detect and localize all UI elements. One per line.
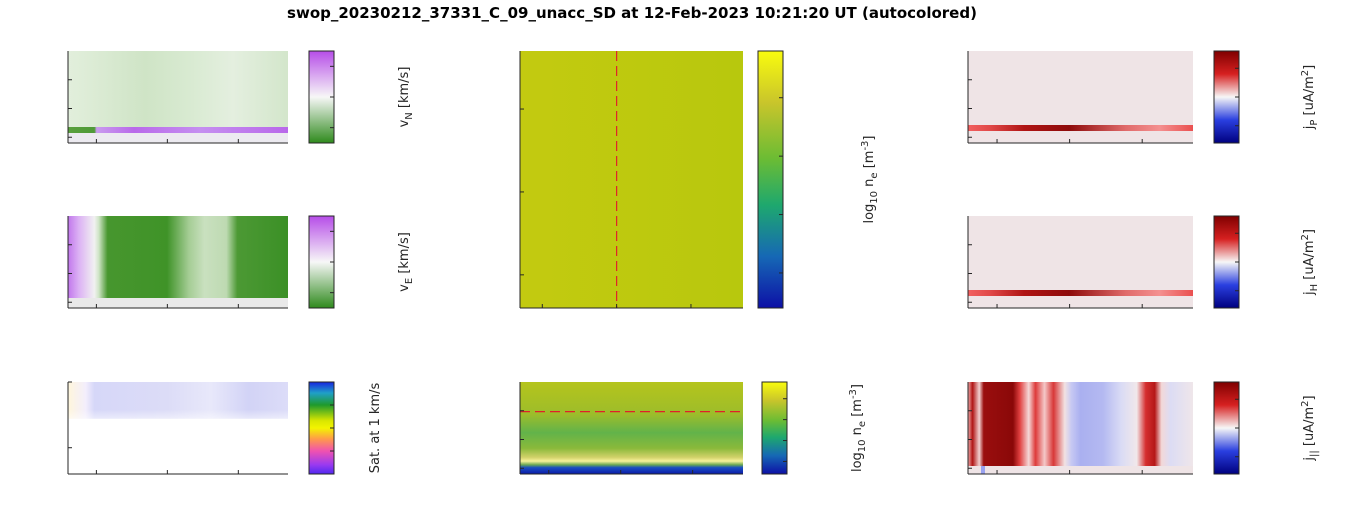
colorbar-label-part: ] <box>862 135 877 140</box>
heatmap-cell <box>68 298 288 308</box>
colorbar <box>758 51 783 308</box>
colorbar-label-part: ] <box>1302 395 1317 400</box>
colorbar-label-part: [uA/m <box>1302 240 1317 283</box>
colorbar-label-part: log <box>850 452 865 472</box>
colorbar-label-part: v <box>397 284 412 292</box>
heatmap-cell <box>968 125 1193 131</box>
colorbar-label-part: [m <box>862 151 877 173</box>
colorbar-label-part: j <box>1302 457 1317 462</box>
panel-ew: vE [km/s] <box>67 215 415 309</box>
colorbar-label-part: -3 <box>860 141 871 151</box>
colorbar-label-part: log <box>862 204 877 224</box>
colorbar-label-part: j <box>1302 126 1317 131</box>
panel-dmap: log10 ne [m-3] <box>519 50 880 309</box>
heatmap-cell <box>68 133 288 143</box>
heatmap-cell <box>520 382 743 474</box>
colorbar-frame <box>761 381 788 475</box>
colorbar-label-part: H <box>1309 284 1320 292</box>
colorbar-label: jP [uA/m2] <box>1300 65 1320 131</box>
colorbar-label-part: v <box>397 119 412 127</box>
colorbar-label: jH [uA/m2] <box>1300 229 1320 296</box>
heatmap-cell <box>968 290 1193 296</box>
colorbar-label-part: e <box>857 421 868 427</box>
panel-ns: vN [km/s] <box>67 50 415 144</box>
colorbar-label-part: [uA/m <box>1302 76 1317 119</box>
colorbar-label-part: Sat. at 1 km/s <box>368 383 383 474</box>
heatmap-cell <box>68 127 288 133</box>
figure-suptitle: swop_20230212_37331_C_09_unacc_SD at 12-… <box>287 4 977 22</box>
colorbar-label-part: P <box>1309 120 1320 126</box>
colorbar-label-part: 10 <box>869 191 880 204</box>
colorbar-label: log10 ne [m-3] <box>848 384 868 472</box>
panel-ion: Sat. at 1 km/s <box>67 381 383 475</box>
colorbar-label-part: n <box>862 179 877 191</box>
heatmap-cell <box>981 466 985 474</box>
colorbar-label-part: [km/s] <box>397 232 412 278</box>
colorbar <box>309 216 334 308</box>
heatmap-cell <box>68 409 288 428</box>
panel-hall: jH [uA/m2] <box>967 215 1320 309</box>
colorbar-label-part: 2 <box>1300 70 1311 76</box>
panel-ped: jP [uA/m2] <box>967 50 1320 144</box>
colorbar-label-part: || <box>1309 450 1320 457</box>
colorbar-label-part: 2 <box>1300 234 1311 240</box>
heatmap-cell <box>968 466 1193 474</box>
colorbar-label: Sat. at 1 km/s <box>368 383 383 474</box>
colorbar <box>1214 216 1239 308</box>
colorbar-label-part: ] <box>1302 229 1317 234</box>
colorbar-label-part: 10 <box>857 439 868 452</box>
heatmap-cell <box>68 216 288 308</box>
heatmap-cell <box>968 382 1193 474</box>
colorbar <box>309 382 334 474</box>
colorbar-label-part: ] <box>1302 65 1317 70</box>
colorbar <box>309 51 334 143</box>
heatmap-cell <box>520 51 743 308</box>
colorbar-label-part: N <box>404 112 415 119</box>
colorbar-label: j|| [uA/m2] <box>1300 395 1320 461</box>
colorbar-label-part: E <box>404 278 415 284</box>
colorbar-label-part: 2 <box>1300 400 1311 406</box>
colorbar-label-part: [km/s] <box>397 67 412 113</box>
colorbar-label: vE [km/s] <box>397 232 415 292</box>
colorbar-label-part: [m <box>850 399 865 421</box>
colorbar <box>1214 382 1239 474</box>
colorbar-label-part: -3 <box>848 389 859 399</box>
colorbar-label: vN [km/s] <box>397 67 415 128</box>
colorbar-label-part: e <box>869 172 880 178</box>
panel-dcut: log10 ne [m-3] <box>519 381 868 475</box>
colorbar-label-part: [uA/m <box>1302 407 1317 450</box>
colorbar-frame <box>757 50 784 309</box>
colorbar <box>762 382 787 474</box>
panel-fac: j|| [uA/m2] <box>967 381 1320 475</box>
colorbar-label-part: j <box>1302 291 1317 296</box>
colorbar-label-part: ] <box>850 384 865 389</box>
colorbar <box>1214 51 1239 143</box>
colorbar-label-part: n <box>850 427 865 439</box>
colorbar-label: log10 ne [m-3] <box>860 135 880 223</box>
